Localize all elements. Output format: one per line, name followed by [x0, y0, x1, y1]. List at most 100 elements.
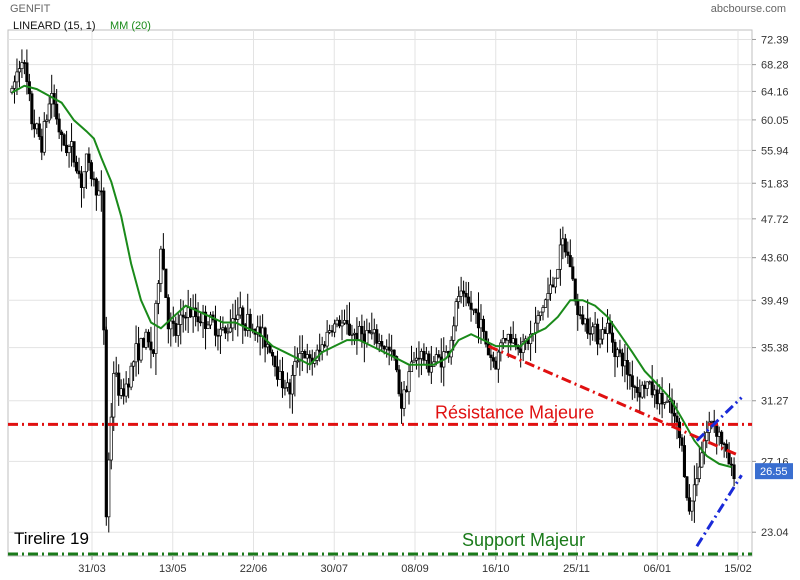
candle-body: [660, 392, 664, 405]
candle-body: [427, 353, 431, 373]
candle-body: [65, 144, 69, 154]
candle-body: [370, 332, 374, 335]
legend-indicator-ma: MM (20): [110, 20, 151, 32]
candle-body: [203, 311, 208, 329]
x-tick-label: 22/06: [240, 563, 268, 575]
candle-body: [179, 314, 183, 325]
candle-body: [543, 299, 548, 308]
candle-body: [556, 268, 560, 279]
candle-body: [717, 431, 721, 437]
candle-body: [72, 141, 76, 163]
candle-body: [645, 381, 649, 389]
candle-body: [615, 349, 620, 358]
candle-body: [596, 323, 600, 345]
candle-body: [680, 437, 684, 446]
candle-body: [665, 400, 669, 403]
candle-body: [732, 464, 736, 480]
candle-body: [655, 389, 659, 405]
candle-body: [223, 327, 227, 334]
candle-body: [551, 284, 555, 288]
candle-body: [581, 314, 585, 325]
candle-body: [337, 319, 342, 327]
candle-body: [484, 331, 488, 345]
candle-body: [464, 293, 468, 298]
candle-body: [501, 337, 505, 344]
y-tick-label: 31.27: [761, 396, 789, 408]
candle-body: [132, 361, 136, 367]
y-tick-label: 23.04: [761, 527, 789, 539]
candle-body: [127, 383, 131, 388]
candle-body: [216, 334, 220, 337]
candle-body: [270, 352, 275, 357]
candle-body: [392, 349, 396, 357]
candle-body: [521, 341, 525, 353]
candle-body: [630, 375, 634, 387]
candle-body: [20, 62, 24, 69]
y-tick-label: 55.94: [761, 145, 789, 157]
x-tick-label: 30/07: [320, 563, 348, 575]
candle-body: [79, 173, 84, 188]
candle-body: [37, 123, 41, 137]
candle-body: [124, 383, 128, 397]
candle-body: [169, 320, 173, 330]
candle-body: [323, 344, 327, 347]
candle-body: [561, 238, 565, 246]
candle-body: [107, 459, 111, 518]
candle-body: [541, 307, 545, 313]
candle-body: [139, 338, 143, 361]
candle-body: [509, 333, 513, 344]
candle-body: [583, 318, 587, 325]
candle-body: [119, 388, 123, 396]
candle-body: [278, 371, 282, 380]
candle-body: [434, 354, 438, 363]
candle-body: [414, 357, 419, 361]
candle-body: [514, 338, 518, 347]
candle-body: [221, 327, 225, 330]
candle-body: [610, 332, 615, 343]
candle-body: [437, 354, 441, 358]
candle-body: [206, 324, 210, 329]
candle-body: [166, 297, 170, 330]
candle-body: [486, 343, 490, 356]
candle-body: [233, 318, 237, 320]
candle-body: [15, 71, 19, 83]
candle-body: [236, 314, 240, 320]
candle-body: [129, 365, 133, 388]
candle-body: [375, 329, 379, 344]
candle-body: [87, 153, 91, 163]
y-tick-label: 47.72: [761, 214, 789, 226]
y-tick-label: 72.39: [761, 34, 789, 46]
candle-body: [226, 331, 230, 334]
candle-body: [707, 421, 711, 433]
candle-body: [452, 325, 456, 341]
candle-body: [643, 384, 647, 389]
candle-body: [586, 318, 590, 334]
candle-body: [682, 445, 686, 478]
candle-body: [357, 325, 361, 341]
candle-body: [576, 300, 580, 316]
candle-body: [159, 248, 163, 284]
candle-body: [653, 389, 657, 396]
candle-body: [199, 321, 203, 324]
candle-body: [181, 314, 185, 318]
candle-body: [194, 307, 198, 318]
candle-body: [625, 360, 629, 375]
candle-body: [494, 360, 498, 370]
candle-body: [67, 146, 71, 154]
candle-body: [519, 348, 523, 353]
candle-body: [40, 136, 44, 153]
x-tick-label: 08/09: [401, 563, 429, 575]
descending-trendline: [487, 344, 738, 456]
candle-body: [474, 308, 478, 314]
plot-area: [7, 29, 753, 557]
candle-body: [720, 431, 724, 445]
candle-body: [280, 371, 285, 389]
x-tick-label: 06/01: [643, 563, 671, 575]
candle-body: [730, 463, 734, 466]
candle-body: [285, 382, 289, 388]
candle-body: [623, 360, 627, 367]
candle-body: [293, 361, 297, 376]
y-tick-label: 51.83: [761, 178, 789, 190]
candle-body: [365, 330, 369, 344]
candle-body: [591, 326, 595, 335]
